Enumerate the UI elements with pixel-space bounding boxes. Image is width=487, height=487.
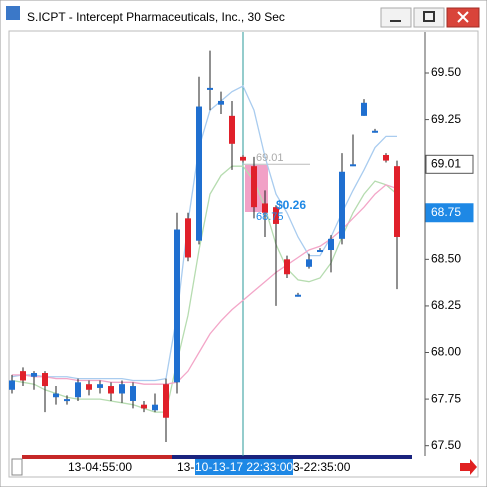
y-tick-label: 68.50 bbox=[431, 252, 461, 266]
indicator-line bbox=[11, 85, 397, 382]
scroll-right-arrow[interactable] bbox=[460, 459, 477, 475]
candle-body bbox=[394, 166, 400, 237]
window-title: S.ICPT - Intercept Pharmaceuticals, Inc.… bbox=[27, 10, 285, 24]
minimize-button[interactable] bbox=[380, 7, 412, 28]
candle-body bbox=[42, 373, 48, 387]
candle-body bbox=[97, 384, 103, 388]
candle-body bbox=[229, 115, 235, 144]
x-tick-label: 13- bbox=[177, 460, 194, 474]
candle-body bbox=[108, 386, 114, 394]
candle-body bbox=[174, 229, 180, 383]
price-marker bbox=[425, 154, 474, 174]
x-label-highlight bbox=[195, 459, 293, 475]
y-tick-label: 69.25 bbox=[431, 112, 461, 126]
x-tick-label: 3-22:35:00 bbox=[293, 460, 351, 474]
candle-body bbox=[350, 164, 356, 167]
price-marker bbox=[425, 203, 474, 223]
annotation: 68.75 bbox=[256, 211, 284, 223]
candle-body bbox=[20, 371, 26, 381]
y-tick-label: 68.25 bbox=[431, 298, 461, 312]
scroll-range bbox=[22, 455, 172, 459]
candle-body bbox=[9, 380, 15, 390]
candle-body bbox=[218, 100, 224, 105]
candle-body bbox=[273, 207, 279, 224]
annotation: $0.26 bbox=[276, 198, 306, 212]
candle-body bbox=[339, 171, 345, 239]
price-marker-label: 68.75 bbox=[431, 205, 461, 219]
candle-body bbox=[317, 250, 323, 253]
candle-body bbox=[207, 87, 213, 90]
y-tick-label: 69.50 bbox=[431, 65, 461, 79]
candle-body bbox=[53, 393, 59, 398]
candle-body bbox=[196, 106, 202, 241]
y-tick-label: 67.75 bbox=[431, 391, 461, 405]
candle-body bbox=[295, 294, 301, 297]
indicator-line bbox=[12, 184, 398, 385]
candle-body bbox=[372, 130, 378, 133]
indicator-line bbox=[11, 165, 398, 413]
candle-body bbox=[31, 373, 37, 377]
candle-body bbox=[328, 238, 334, 251]
annotation: 69.01 bbox=[256, 152, 284, 164]
candle-body bbox=[361, 102, 367, 116]
candle-body bbox=[64, 399, 70, 402]
candle-body bbox=[240, 156, 246, 161]
candle-body bbox=[262, 203, 268, 213]
candle-body bbox=[75, 382, 81, 398]
app-icon bbox=[6, 6, 20, 20]
price-marker-label: 69.01 bbox=[431, 156, 461, 170]
candle-body bbox=[130, 386, 136, 401]
candle-body bbox=[251, 166, 257, 208]
candle-body bbox=[119, 384, 125, 394]
candle-body bbox=[141, 404, 147, 409]
candle-body bbox=[185, 218, 191, 258]
candle-body bbox=[86, 384, 92, 390]
x-tick-label: 13-04:55:00 bbox=[68, 460, 132, 474]
candle-body bbox=[163, 384, 169, 418]
y-tick-label: 67.50 bbox=[431, 438, 461, 452]
candle-body bbox=[306, 259, 312, 267]
x-tick-label: 10-13-17 22:33:00 bbox=[195, 460, 293, 474]
scroll-range bbox=[172, 455, 412, 459]
candle-body bbox=[152, 404, 158, 411]
scroll-handle[interactable] bbox=[11, 458, 23, 476]
candle-body bbox=[284, 259, 290, 275]
y-tick-label: 68.00 bbox=[431, 345, 461, 359]
candle-body bbox=[383, 154, 389, 161]
maximize-button[interactable] bbox=[413, 7, 445, 28]
